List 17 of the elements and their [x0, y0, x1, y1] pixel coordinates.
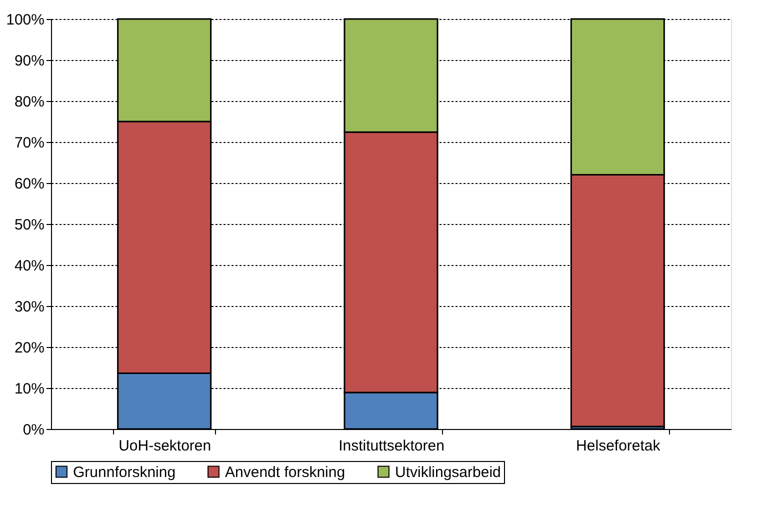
y-tick-label: 80%: [14, 94, 44, 110]
y-tick-label: 10%: [14, 380, 44, 398]
y-tick-label: 60%: [14, 176, 44, 192]
x-tick-label: Helseforetak: [576, 438, 661, 454]
y-tick-label: 0%: [22, 422, 44, 438]
x-tick-label: UoH-sektoren: [118, 438, 212, 454]
legend-label: Anvendt forskning: [225, 464, 346, 481]
y-tick-label: 50%: [14, 216, 44, 234]
legend-label: Grunnforskning: [73, 464, 176, 481]
y-tick-label: 30%: [14, 298, 44, 316]
y-tick-label: 70%: [14, 134, 44, 152]
y-tick-label: 20%: [14, 340, 44, 356]
x-tick-label: Instituttsektoren: [338, 438, 444, 454]
y-tick-label: 40%: [14, 258, 44, 274]
y-tick-label: 100%: [6, 12, 44, 28]
y-tick-label: 90%: [14, 52, 44, 70]
legend-label: Utviklingsarbeid: [395, 464, 501, 481]
